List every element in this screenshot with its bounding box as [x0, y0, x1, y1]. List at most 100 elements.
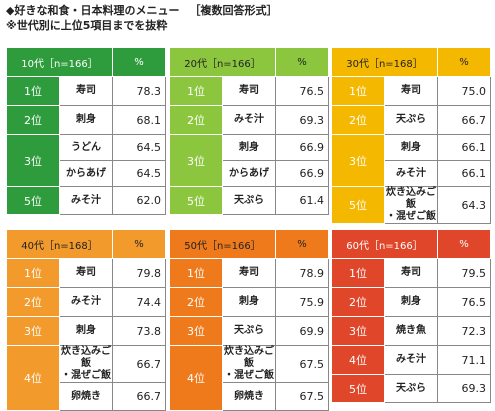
- page-title: ◆好きな和食・日本料理のメニュー ［複数回答形式］: [6, 4, 277, 17]
- percent-value: 78.9: [275, 258, 329, 288]
- rank-cell: 3位: [169, 134, 223, 187]
- percent-value: 66.9: [275, 160, 329, 187]
- menu-item: 炊き込みご飯 ・混ぜご飯: [222, 345, 276, 383]
- ranking-table: 50代［n=166］ % 1位 寿司 78.9 2位 刺身 75.9 3位 天ぷ…: [169, 229, 329, 411]
- menu-item: 寿司: [222, 76, 276, 106]
- percent-value: 78.3: [112, 76, 166, 106]
- menu-item: からあげ: [59, 160, 113, 187]
- rank-cell: 4位: [6, 345, 60, 411]
- percent-value: 79.8: [112, 258, 166, 288]
- menu-item: 天ぷら: [384, 374, 438, 403]
- menu-item: 寿司: [59, 76, 113, 106]
- rank-cell: 3位: [169, 316, 223, 346]
- panel-header-percent: %: [275, 47, 329, 77]
- menu-item: 寿司: [384, 258, 438, 288]
- rank-cell: 4位: [331, 345, 385, 375]
- rank-cell: 3位: [331, 134, 385, 187]
- rank-cell: 2位: [331, 287, 385, 317]
- ranking-table: 10代［n=166］ % 1位 寿司 78.3 2位 刺身 68.1 3位 うど…: [6, 47, 166, 215]
- percent-value: 75.9: [275, 287, 329, 317]
- rank-cell: 2位: [6, 105, 60, 135]
- percent-value: 74.4: [112, 287, 166, 317]
- menu-item: 刺身: [59, 316, 113, 346]
- menu-item: みそ汁: [222, 105, 276, 135]
- percent-value: 69.9: [275, 316, 329, 346]
- rank-cell: 5位: [331, 186, 385, 224]
- ranking-table: 60代［n=166］ % 1位 寿司 79.5 2位 刺身 76.5 3位 焼き…: [331, 229, 491, 403]
- menu-item: みそ汁: [384, 160, 438, 187]
- percent-value: 64.5: [112, 160, 166, 187]
- rank-cell: 2位: [169, 105, 223, 135]
- rank-cell: 5位: [6, 186, 60, 215]
- percent-value: 67.5: [275, 382, 329, 411]
- panel-header-label: 40代［n=168］: [6, 229, 113, 259]
- rank-cell: 3位: [6, 134, 60, 187]
- panel-header-label: 50代［n=166］: [169, 229, 276, 259]
- menu-item: 寿司: [222, 258, 276, 288]
- panel-header-percent: %: [112, 229, 166, 259]
- menu-item: 寿司: [384, 76, 438, 106]
- rank-cell: 2位: [169, 287, 223, 317]
- menu-item: 卵焼き: [222, 382, 276, 411]
- rank-cell: 4位: [169, 345, 223, 411]
- menu-item: からあげ: [222, 160, 276, 187]
- panel-header-percent: %: [437, 47, 491, 77]
- percent-value: 66.1: [437, 160, 491, 187]
- rank-cell: 5位: [169, 186, 223, 215]
- panel-header-percent: %: [437, 229, 491, 259]
- percent-value: 66.7: [112, 382, 166, 411]
- rank-cell: 1位: [6, 76, 60, 106]
- percent-value: 62.0: [112, 186, 166, 215]
- menu-item: みそ汁: [59, 287, 113, 317]
- menu-item: 刺身: [384, 134, 438, 161]
- menu-item: 焼き魚: [384, 316, 438, 346]
- rank-cell: 1位: [6, 258, 60, 288]
- rank-cell: 2位: [331, 105, 385, 135]
- percent-value: 61.4: [275, 186, 329, 215]
- percent-value: 68.1: [112, 105, 166, 135]
- rank-cell: 1位: [331, 258, 385, 288]
- page-subtitle: ※世代別に上位5項目までを抜粋: [6, 19, 168, 32]
- rank-cell: 1位: [169, 76, 223, 106]
- percent-value: 66.1: [437, 134, 491, 161]
- percent-value: 66.7: [112, 345, 166, 383]
- percent-value: 64.3: [437, 186, 491, 224]
- percent-value: 69.3: [275, 105, 329, 135]
- percent-value: 76.5: [437, 287, 491, 317]
- title-text: ◆好きな和食・日本料理のメニュー: [6, 4, 180, 17]
- rank-cell: 3位: [6, 316, 60, 346]
- percent-value: 67.5: [275, 345, 329, 383]
- panel-header-percent: %: [112, 47, 166, 77]
- menu-item: 炊き込みご飯 ・混ぜご飯: [384, 186, 438, 224]
- percent-value: 79.5: [437, 258, 491, 288]
- percent-value: 72.3: [437, 316, 491, 346]
- menu-item: 刺身: [59, 105, 113, 135]
- menu-item: 寿司: [59, 258, 113, 288]
- panel-header-percent: %: [275, 229, 329, 259]
- percent-value: 75.0: [437, 76, 491, 106]
- rank-cell: 2位: [6, 287, 60, 317]
- rank-cell: 5位: [331, 374, 385, 403]
- ranking-table: 30代［n=168］ % 1位 寿司 75.0 2位 天ぷら 66.7 3位 刺…: [331, 47, 491, 224]
- panel-header-label: 30代［n=168］: [331, 47, 438, 77]
- menu-item: みそ汁: [384, 345, 438, 375]
- menu-item: 天ぷら: [384, 105, 438, 135]
- title-note: ［複数回答形式］: [189, 4, 278, 17]
- percent-value: 76.5: [275, 76, 329, 106]
- menu-item: 刺身: [384, 287, 438, 317]
- menu-item: 炊き込みご飯 ・混ぜご飯: [59, 345, 113, 383]
- menu-item: 刺身: [222, 287, 276, 317]
- panel-header-label: 20代［n=166］: [169, 47, 276, 77]
- percent-value: 69.3: [437, 374, 491, 403]
- menu-item: 卵焼き: [59, 382, 113, 411]
- menu-item: うどん: [59, 134, 113, 161]
- rank-cell: 1位: [169, 258, 223, 288]
- rank-cell: 1位: [331, 76, 385, 106]
- menu-item: 天ぷら: [222, 316, 276, 346]
- menu-item: 刺身: [222, 134, 276, 161]
- ranking-table: 40代［n=168］ % 1位 寿司 79.8 2位 みそ汁 74.4 3位 刺…: [6, 229, 166, 411]
- panel-header-label: 10代［n=166］: [6, 47, 113, 77]
- menu-item: みそ汁: [59, 186, 113, 215]
- percent-value: 73.8: [112, 316, 166, 346]
- ranking-table: 20代［n=166］ % 1位 寿司 76.5 2位 みそ汁 69.3 3位 刺…: [169, 47, 329, 215]
